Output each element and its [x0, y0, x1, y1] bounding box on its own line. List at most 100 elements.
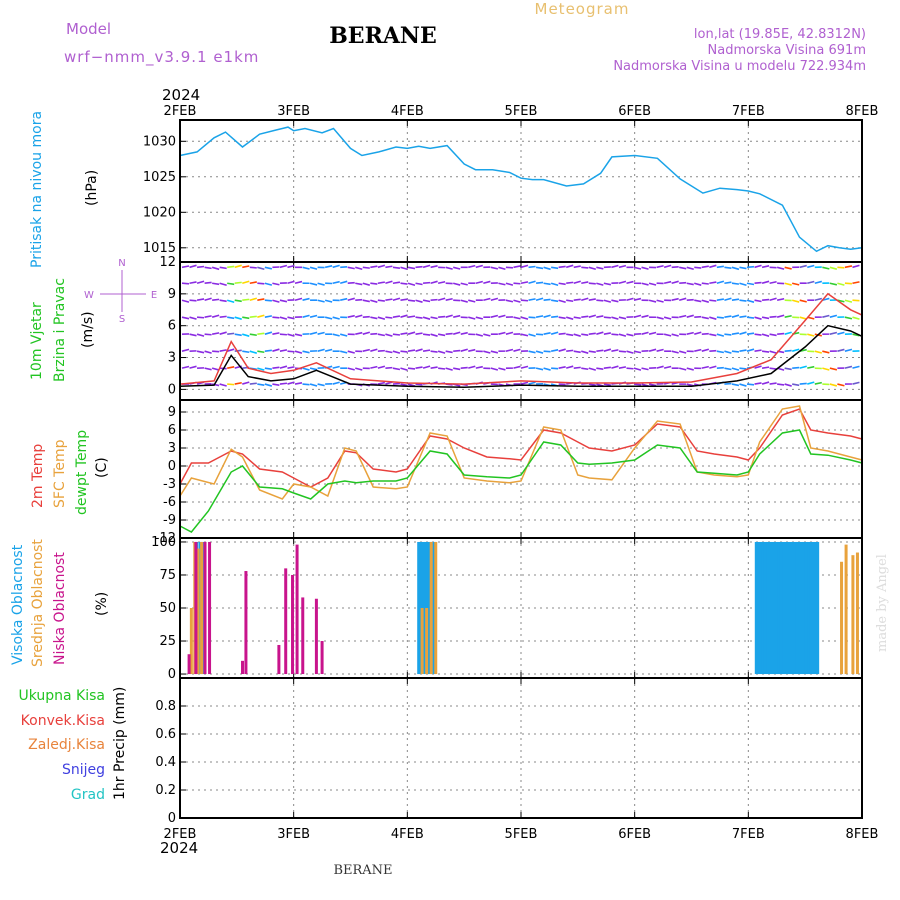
wind-barb — [430, 366, 438, 369]
wind-barb — [302, 266, 310, 270]
wind-barb — [573, 280, 581, 285]
wind-barb — [761, 280, 770, 285]
wind-barb — [189, 264, 197, 269]
pressure-ytick-label: 1025 — [143, 170, 176, 185]
wind-panel: 0 3 6 9 12 — [159, 255, 863, 401]
wind-barb — [769, 297, 777, 301]
wind-barb — [468, 299, 476, 303]
wind-barb — [385, 298, 393, 302]
wind-barb — [807, 365, 815, 369]
wind-barb — [370, 316, 378, 320]
wind-ytick-label: 0 — [168, 382, 176, 397]
wind-barb — [468, 316, 476, 320]
wind-barb — [679, 281, 687, 285]
wind-barb — [671, 350, 679, 354]
wind-barb — [777, 332, 785, 335]
legend-hail: Grad — [71, 787, 105, 803]
wind-barb — [558, 299, 566, 303]
temperature-ytick-label: 6 — [168, 423, 176, 438]
wind-barb — [249, 382, 257, 385]
wind-barb — [596, 315, 604, 318]
wind-barb — [656, 299, 664, 303]
wind-barb — [332, 333, 340, 337]
pressure-panel: 1015 1020 1025 1030 2FEB 3FEB 4FEB 5FEB 6FEB 7FEB… — [143, 104, 878, 263]
wind-barb — [475, 333, 484, 337]
wind-barb — [287, 333, 295, 337]
cloud-bar-high_cloud — [802, 541, 806, 675]
wind-barb — [460, 348, 468, 352]
wind-barb — [453, 314, 461, 318]
wind-barb — [234, 349, 242, 352]
wind-barb — [807, 280, 815, 285]
wind-barb — [505, 299, 514, 303]
wind-barb — [505, 282, 514, 286]
wind-barb — [257, 367, 265, 371]
wind-barb — [784, 367, 792, 371]
temp-ylabel-line3: dewpt Temp — [74, 430, 90, 515]
wind-barb — [565, 365, 574, 369]
cloud-ytick-label: 75 — [159, 568, 176, 583]
wind-barb — [272, 348, 280, 352]
wind-barb — [814, 381, 822, 385]
chart-panels: 1015 1020 1025 1030 2FEB 3FEB 4FEB 5FEB 6FEB 7FEB… — [143, 104, 879, 842]
wind-barb — [249, 266, 257, 269]
wind-barb — [618, 316, 627, 320]
cloud-ytick-label: 0 — [168, 667, 176, 682]
wind-barb — [686, 331, 694, 335]
wind-barb — [791, 299, 800, 303]
wind-barb — [596, 266, 604, 270]
wind-barb — [799, 316, 807, 320]
pressure-line-pressure — [179, 126, 863, 253]
wind-barb — [377, 316, 386, 320]
wind-barb — [535, 266, 544, 270]
wind-barb — [603, 332, 612, 335]
wind-barb — [279, 349, 288, 352]
wind-barb — [483, 333, 491, 337]
wind-barb — [422, 299, 431, 303]
wind-barb — [339, 280, 348, 285]
wind-barb — [633, 350, 642, 354]
wind-barb — [287, 381, 295, 385]
wind-barb — [829, 383, 838, 387]
wind-barb — [724, 333, 732, 336]
wind-barb — [422, 316, 431, 320]
wind-barb — [528, 265, 536, 269]
wind-barb — [385, 316, 393, 319]
cloud-bar-low_cloud — [277, 644, 281, 675]
cloud-bar-mid_cloud — [855, 552, 859, 675]
wind-barb — [407, 266, 416, 270]
wind-barb — [227, 383, 235, 386]
wind-barb — [234, 281, 242, 285]
wind-barb — [776, 266, 785, 270]
wind-barb — [588, 367, 597, 371]
wind-barb — [641, 266, 649, 270]
pressure-ylabel: Pritisak na nivou mora (hPa) — [29, 111, 100, 268]
wind-barb — [181, 348, 190, 352]
cloud-bar-high_cloud — [816, 541, 820, 675]
wind-barb — [407, 367, 416, 370]
wind-barb — [603, 366, 611, 369]
precip-ytick-label: 0.4 — [155, 755, 176, 770]
wind-barb — [633, 383, 642, 386]
cloud-bar-high_cloud — [804, 541, 808, 675]
cloud-bar-high_cloud — [791, 541, 795, 675]
precip-xtick-label: 7FEB — [732, 827, 765, 842]
wind-barb — [430, 316, 438, 320]
wind-barb — [746, 383, 755, 386]
wind-barb — [219, 266, 227, 270]
wind-barb — [264, 383, 273, 387]
wind-barb — [588, 298, 596, 302]
wind-barb — [377, 365, 386, 369]
elevation-text: Nadmorska Visina 691m — [708, 43, 867, 58]
wind-barb — [422, 333, 431, 336]
wind-barb — [686, 282, 694, 286]
wind-barb — [776, 314, 785, 318]
wind-barb — [520, 365, 529, 369]
temp-ylabel: 2m Temp SFC Temp dewpt Temp (C) — [30, 430, 110, 515]
precip-ylabel: 1hr Precip (mm) — [112, 687, 128, 800]
wind-barb — [204, 333, 212, 336]
wind-barb — [694, 299, 702, 303]
cloud-bar-low_cloud — [291, 574, 295, 675]
wind-barb — [264, 315, 273, 318]
wind-barb — [671, 333, 679, 337]
